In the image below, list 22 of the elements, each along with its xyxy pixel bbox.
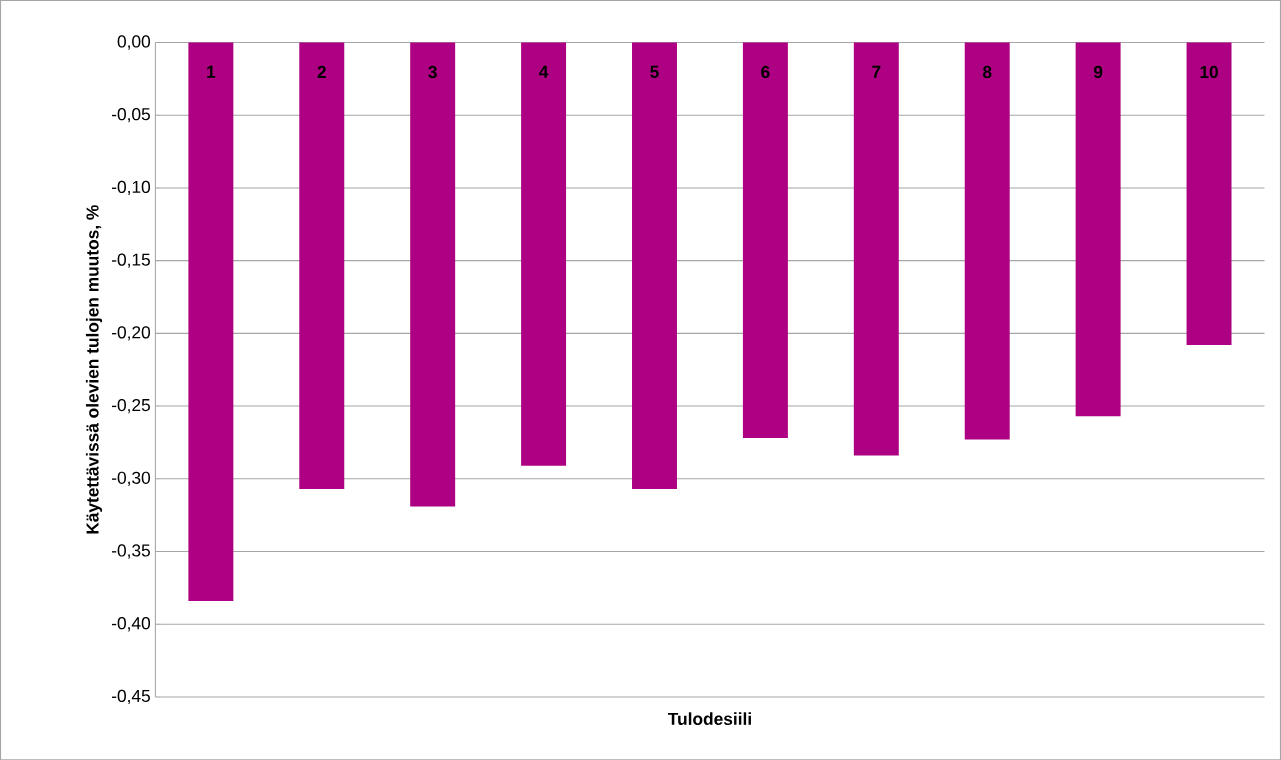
y-tick-label: -0,40	[112, 616, 151, 632]
y-tick-label: -0,10	[112, 180, 151, 195]
x-tick-label: 3	[428, 65, 437, 78]
y-tick-label: -0,30	[112, 471, 151, 486]
x-tick-label: 9	[1093, 65, 1103, 78]
y-tick-label: -0,05	[112, 107, 150, 123]
y-tick-label: -0,45	[112, 689, 150, 704]
x-tick-label: 4	[539, 65, 549, 78]
x-tick-label: 7	[872, 65, 881, 78]
x-tick-label: 1	[207, 65, 216, 78]
x-tick-label: 2	[317, 65, 326, 78]
y-tick-label: -0,35	[112, 544, 150, 559]
y-tick-label: 0,00	[117, 35, 151, 50]
x-tick-label: 10	[1200, 65, 1218, 78]
y-tick-label: -0,25	[112, 398, 150, 414]
y-tick-label: -0,20	[112, 326, 151, 341]
x-tick-label: 6	[761, 65, 770, 78]
x-tick-label: 8	[982, 65, 992, 78]
x-axis-title: Tulodesiili	[667, 712, 751, 725]
x-tick-label: 5	[650, 65, 659, 78]
y-tick-label: -0,15	[112, 253, 150, 268]
y-axis-title: Käytettävissä olevien tulojen muutos, %	[85, 204, 103, 534]
